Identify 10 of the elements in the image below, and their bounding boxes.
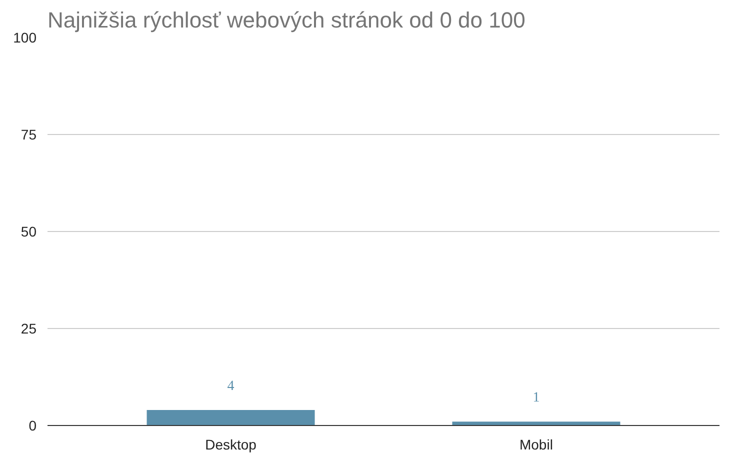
data-label: 4 — [227, 378, 234, 394]
x-tick-label: Desktop — [205, 436, 257, 452]
chart-title: Najnižšia rýchlosť webových stránok od 0 do 100 — [48, 8, 526, 32]
data-label: 1 — [532, 390, 540, 406]
y-tick-label: 75 — [20, 126, 37, 142]
y-tick-label: 25 — [20, 320, 37, 336]
y-tick-label: 100 — [13, 30, 37, 46]
y-tick-label: 0 — [28, 418, 37, 434]
y-tick-label: 50 — [20, 224, 37, 240]
x-tick-label: Mobil — [520, 436, 553, 452]
